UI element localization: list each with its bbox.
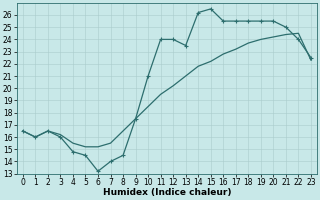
X-axis label: Humidex (Indice chaleur): Humidex (Indice chaleur) [103, 188, 231, 197]
